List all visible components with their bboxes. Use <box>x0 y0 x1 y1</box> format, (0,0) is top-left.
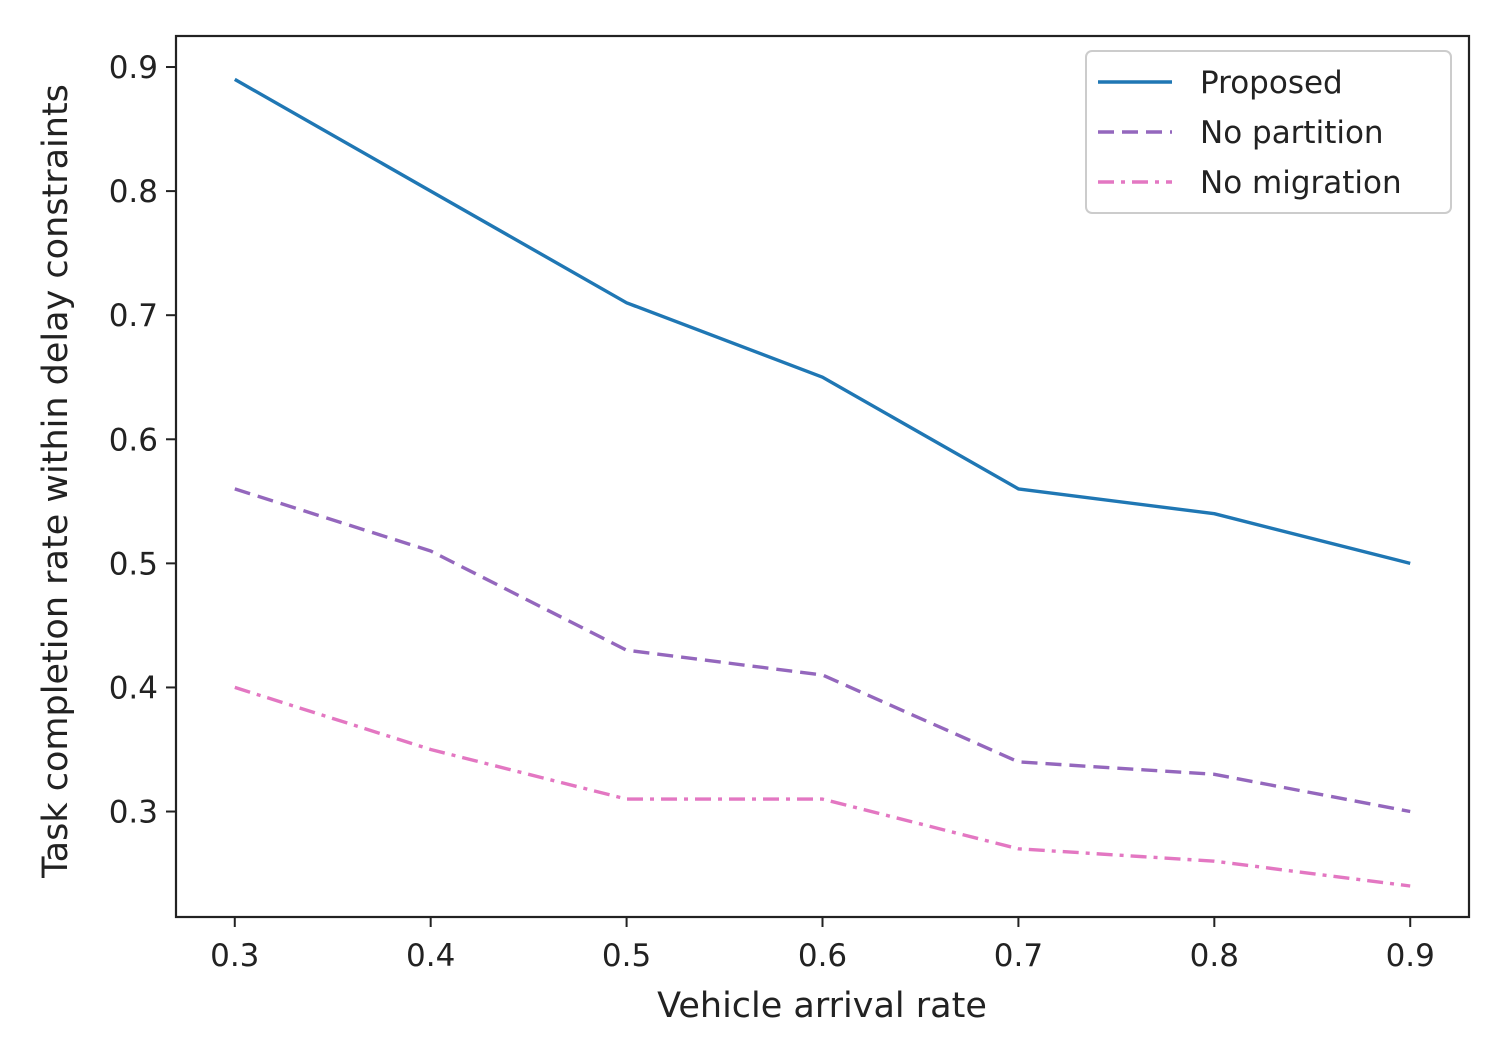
x-axis: 0.3 0.4 0.5 0.6 0.7 0.8 0.9 <box>210 917 1435 974</box>
legend-label: No partition <box>1200 115 1384 151</box>
y-tick-label: 0.7 <box>109 298 158 334</box>
series-line-no-migration <box>234 685 1411 888</box>
y-tick-label: 0.3 <box>109 795 158 831</box>
x-tick-label: 0.3 <box>210 938 259 974</box>
x-tick-label: 0.9 <box>1386 938 1435 974</box>
y-tick-label: 0.8 <box>109 174 158 210</box>
series-line-no-partition <box>234 487 1411 814</box>
x-tick-label: 0.8 <box>1190 938 1239 974</box>
series-line-proposed <box>233 77 1411 566</box>
y-tick-label: 0.9 <box>109 50 158 86</box>
legend: Proposed No partition No migration <box>1085 50 1452 214</box>
series-lines <box>233 77 1411 888</box>
y-axis: 0.3 0.4 0.5 0.6 0.7 0.8 0.9 <box>109 50 176 831</box>
legend-label: Proposed <box>1200 65 1343 101</box>
legend-box <box>1085 50 1452 214</box>
y-tick-label: 0.4 <box>109 670 158 706</box>
y-axis-label: Task completion rate within delay constr… <box>36 84 76 879</box>
legend-label: No migration <box>1200 165 1402 201</box>
y-tick-label: 0.6 <box>109 422 158 458</box>
x-tick-label: 0.6 <box>798 938 847 974</box>
x-tick-label: 0.7 <box>994 938 1043 974</box>
x-tick-label: 0.4 <box>406 938 455 974</box>
x-tick-label: 0.5 <box>602 938 651 974</box>
x-axis-label: Vehicle arrival rate <box>657 986 987 1026</box>
y-tick-label: 0.5 <box>109 546 158 582</box>
